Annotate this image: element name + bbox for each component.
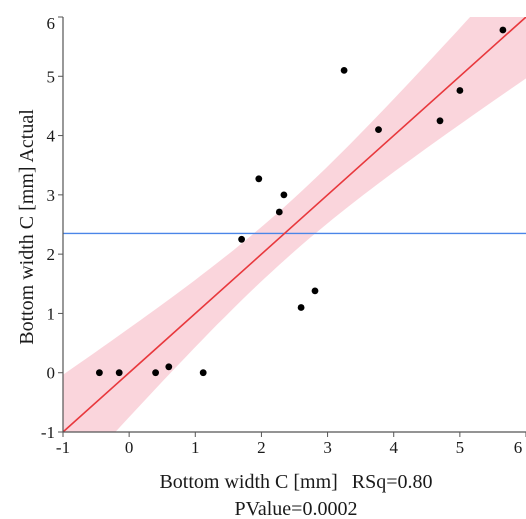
x-tick-label: 1: [191, 438, 200, 457]
data-point: [115, 369, 123, 377]
data-point: [456, 87, 464, 94]
rsq-label: RSq=0.80: [352, 471, 433, 493]
x-tick-label: 6: [514, 438, 523, 457]
data-point: [199, 369, 207, 377]
y-tick-label: 4: [47, 127, 56, 146]
x-tick-label: 3: [323, 438, 332, 457]
data-point: [311, 287, 319, 295]
data-point: [436, 117, 444, 125]
data-point: [165, 363, 173, 371]
x-tick-label: 4: [389, 438, 398, 457]
data-point: [238, 235, 246, 243]
data-point: [340, 67, 348, 74]
data-point: [255, 175, 263, 183]
reference-lines-layer: [63, 17, 526, 432]
data-point: [280, 191, 288, 199]
data-point: [297, 304, 305, 311]
data-point: [499, 26, 507, 34]
data-point: [375, 126, 382, 133]
data-point: [96, 369, 103, 377]
p-value-label: PValue=0.0002: [235, 498, 358, 519]
y-tick-label: 6: [47, 14, 56, 33]
x-tick-label: 5: [456, 438, 465, 457]
y-tick-label: -1: [41, 423, 55, 442]
y-tick-label: 1: [47, 304, 56, 323]
axes-layer: -1 0 1 2 3 4 5 6 -1 0 1 2 3 4 5 6: [41, 14, 526, 457]
data-points-layer: [96, 26, 507, 377]
y-tick-label: 0: [47, 364, 56, 383]
x-axis-title: Bottom width C [mm]: [159, 471, 337, 493]
x-tick-label: 0: [125, 438, 134, 457]
y-tick-label: 2: [47, 245, 56, 264]
data-point: [152, 369, 160, 377]
y-axis-label: Bottom width C [mm] Actual: [16, 109, 38, 345]
x-axis-label: Bottom width C [mm] RSq=0.80: [159, 471, 432, 493]
y-tick-label: 3: [47, 186, 56, 205]
data-point: [275, 208, 283, 216]
x-tick-label: -1: [56, 438, 70, 457]
y-tick-label: 5: [47, 67, 56, 86]
fit-line: [63, 17, 526, 432]
x-tick-label: 2: [257, 438, 266, 457]
